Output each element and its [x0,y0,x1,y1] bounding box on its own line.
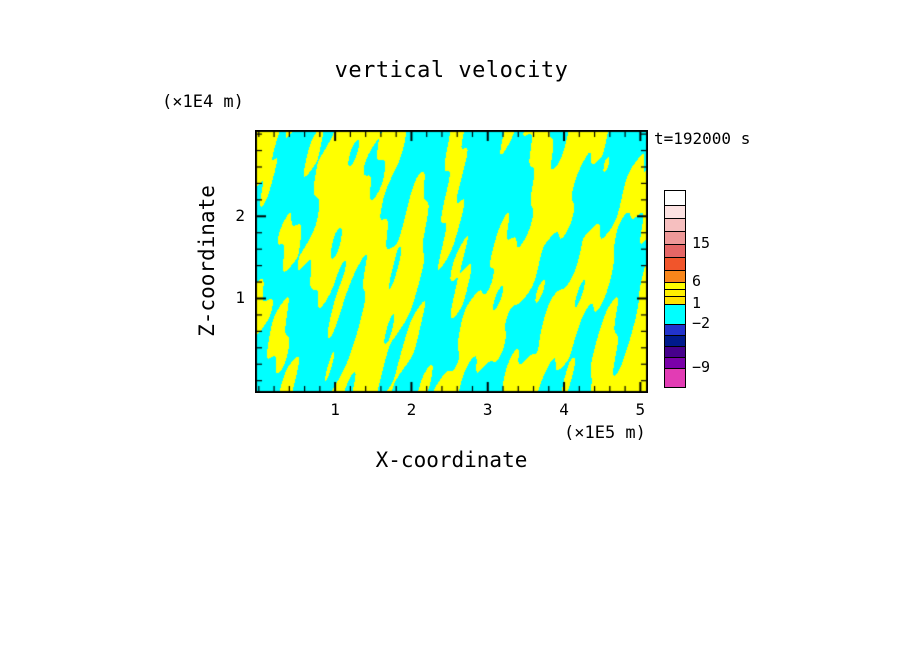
colorbar-segment [665,257,685,270]
colorbar-segment [665,289,685,296]
colorbar-segment [665,231,685,244]
y-tick-label: 2 [235,206,245,226]
y-tick-label: 1 [235,288,245,308]
x-tick-label: 1 [330,400,340,419]
x-tick-label: 2 [406,400,417,419]
colorbar-segment [665,304,685,324]
x-axis-label: X-coordinate [375,448,528,472]
colorbar-label: 6 [692,272,702,290]
colorbar-segment [665,282,685,289]
x-axis-unit-label: (×1E5 m) [564,423,646,443]
x-tick-label: 5 [635,400,646,419]
colorbar-segment [665,324,685,335]
colorbar-label: 1 [692,294,702,312]
colorbar-label: −2 [692,314,711,332]
colorbar-segment [665,296,685,304]
colorbar-segment [665,244,685,257]
colorbar-segment [665,191,685,205]
heatmap-plot [255,130,648,393]
y-axis-unit-label: (×1E4 m) [162,92,244,112]
colorbar-segment [665,346,685,357]
colorbar-label: −9 [692,358,711,376]
x-tick-label: 3 [482,400,493,419]
x-tick-label: 4 [559,400,569,419]
colorbar-segment [665,357,685,368]
colorbar-segment [665,270,685,282]
colorbar-segment [665,205,685,218]
colorbar-segment [665,368,685,387]
colorbar-segment [665,335,685,346]
colorbar-label: 15 [692,234,711,252]
colorbar [664,190,686,388]
chart-title: vertical velocity [334,58,569,83]
colorbar-segment [665,218,685,231]
time-label: t=192000 s [654,129,751,148]
